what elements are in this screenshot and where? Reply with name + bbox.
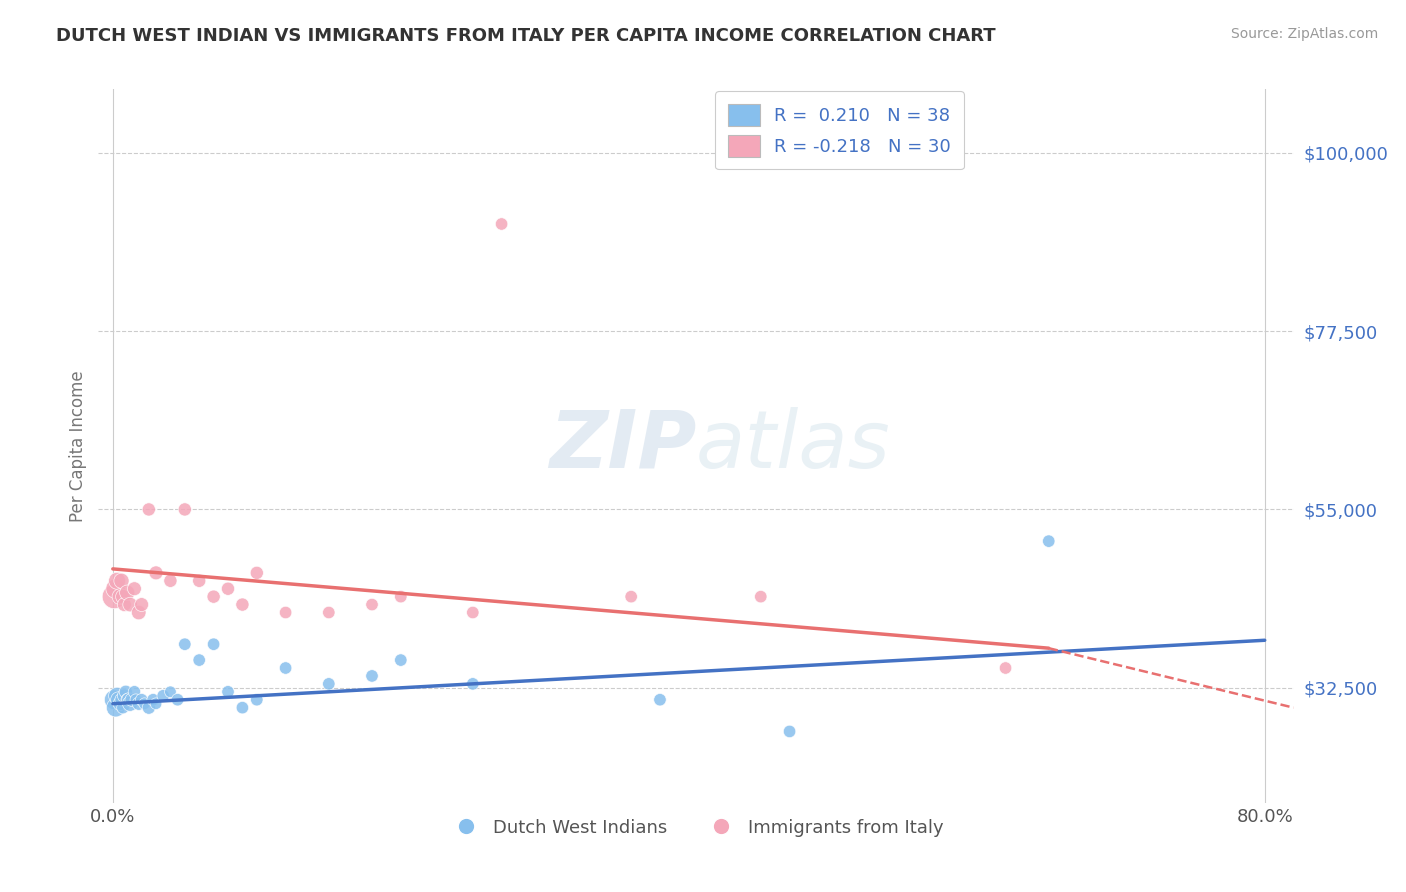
Point (159, 685, 181, 699)
Point (131, 692, 153, 706)
Point (361, 598, 384, 612)
Point (318, 606, 340, 620)
Point (115, 692, 138, 706)
Point (145, 697, 167, 711)
Point (166, 692, 188, 706)
Point (138, 700, 160, 714)
Point (779, 724, 801, 739)
Point (461, 677, 484, 691)
Point (103, 590, 125, 604)
Text: atlas: atlas (696, 407, 891, 485)
Point (124, 582, 146, 596)
Point (107, 692, 129, 706)
Point (124, 685, 146, 699)
Point (1038, 534, 1060, 549)
Point (246, 692, 269, 706)
Point (105, 689, 128, 703)
Point (173, 502, 195, 516)
Point (620, 590, 643, 604)
Point (138, 502, 160, 516)
Text: DUTCH WEST INDIAN VS IMMIGRANTS FROM ITALY PER CAPITA INCOME CORRELATION CHART: DUTCH WEST INDIAN VS IMMIGRANTS FROM ITA… (56, 27, 995, 45)
Point (114, 685, 136, 699)
Point (231, 598, 253, 612)
Point (648, 692, 671, 706)
Point (173, 637, 195, 651)
Point (491, 217, 513, 231)
Point (108, 590, 131, 604)
Point (217, 582, 239, 596)
Legend: Dutch West Indians, Immigrants from Italy: Dutch West Indians, Immigrants from Ital… (440, 812, 952, 844)
Point (202, 637, 225, 651)
Point (104, 582, 127, 596)
Point (152, 689, 174, 703)
Point (128, 697, 150, 711)
Point (188, 574, 211, 588)
Point (120, 697, 142, 711)
Point (131, 598, 153, 612)
Point (121, 692, 143, 706)
Point (118, 692, 141, 706)
Point (103, 692, 125, 706)
Point (202, 590, 225, 604)
Point (120, 598, 142, 612)
Point (389, 590, 412, 604)
Point (389, 653, 412, 667)
Point (188, 653, 211, 667)
Point (274, 661, 297, 675)
Point (112, 598, 135, 612)
Point (111, 700, 134, 714)
Point (994, 661, 1017, 675)
Point (318, 677, 340, 691)
Point (111, 590, 134, 604)
Text: ZIP: ZIP (548, 407, 696, 485)
Point (749, 590, 772, 604)
Point (128, 606, 150, 620)
Point (274, 606, 297, 620)
Y-axis label: Per Capita Income: Per Capita Income (69, 370, 87, 522)
Point (246, 566, 269, 580)
Point (134, 697, 156, 711)
Point (217, 685, 239, 699)
Point (115, 585, 138, 599)
Point (110, 574, 132, 588)
Point (142, 692, 165, 706)
Point (361, 669, 384, 683)
Point (112, 689, 135, 703)
Point (125, 692, 148, 706)
Point (105, 574, 128, 588)
Point (231, 700, 253, 714)
Text: Source: ZipAtlas.com: Source: ZipAtlas.com (1230, 27, 1378, 41)
Point (461, 606, 484, 620)
Point (104, 700, 127, 714)
Point (145, 566, 167, 580)
Point (108, 697, 131, 711)
Point (159, 574, 181, 588)
Point (110, 692, 132, 706)
